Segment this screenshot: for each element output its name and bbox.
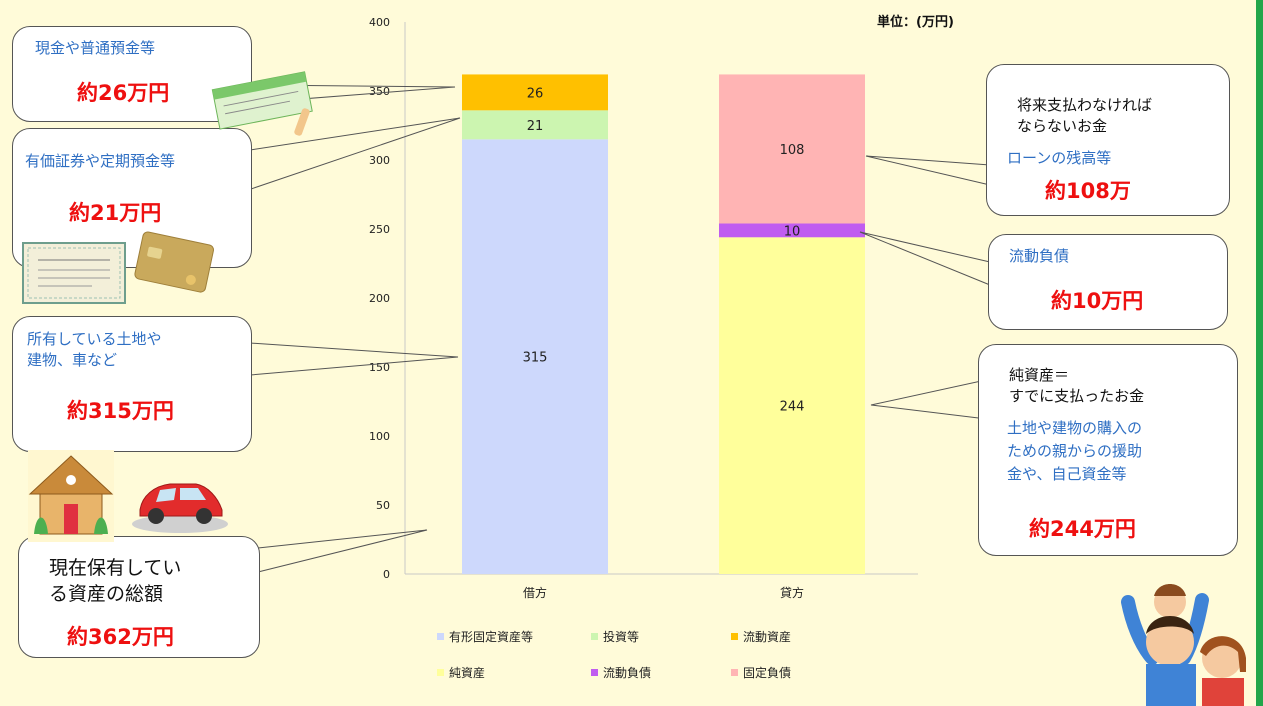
callout-amount: 約315万円 [67,399,174,423]
family-icon [1121,584,1246,706]
callout-amount: 約244万円 [1029,517,1136,541]
house-icon [28,450,114,542]
callout-amount: 約108万 [1045,179,1131,203]
bar-data-label: 315 [523,351,548,366]
callout-text: 土地や建物の購入の [1007,419,1143,437]
x-axis-categories: 借方 貸方 [523,585,804,600]
callout-loan: 将来支払わなければ ならないお金 ローンの残高等 約108万 [986,64,1230,216]
legend-label: 投資等 [603,630,640,644]
callout-total: 現在保有してい る資産の総額 約362万円 [18,536,260,658]
callout-pointers [247,84,996,573]
y-tick-label: 0 [383,568,390,581]
legend-swatch [591,669,598,676]
legend-item: 純資産 [437,664,485,681]
callout-text: 金や、自己資金等 [1007,465,1127,483]
legend-item: 流動負債 [591,664,651,681]
legend-label: 純資産 [449,666,486,680]
x-category-label: 借方 [523,585,547,600]
legend-swatch [437,633,444,640]
callout-amount: 約26万円 [77,81,170,105]
bar-segment [719,74,865,224]
pointer-current-liab [859,231,991,286]
callout-text: 流動負債 [1009,247,1070,265]
pointer-loan [865,155,991,186]
callout-text: 有価証券や定期預金等 [25,152,176,170]
legend-label: 固定負債 [743,666,792,680]
car-icon [132,483,228,533]
legend-label: 有形固定資産等 [449,630,534,644]
callout-amount: 約362万円 [67,625,174,649]
callout-text: る資産の総額 [49,583,164,605]
y-tick-label: 250 [369,223,390,236]
y-tick-label: 300 [369,154,390,167]
callout-amount: 約10万円 [1051,289,1144,313]
x-category-label: 貸方 [780,585,804,600]
bar-data-label: 26 [527,86,544,101]
pointer-land [249,342,459,376]
y-tick-label: 200 [369,292,390,305]
callout-text: ための親からの援助 [1007,442,1143,460]
legend-item: 有形固定資産等 [437,628,533,645]
callout-text: 所有している土地や [27,330,162,348]
legend-item: 固定負債 [731,664,791,681]
legend-label: 流動資産 [743,630,792,644]
bar-segment [719,223,865,238]
callout-text: 純資産＝ [1009,366,1070,384]
callout-text: すでに支払ったお金 [1009,387,1145,405]
legend-swatch [731,633,738,640]
callout-text: 現在保有してい [49,557,182,579]
y-tick-label: 400 [369,16,390,29]
bankbook-icon [211,71,313,136]
stock-certificate-icon [22,242,126,304]
bar-segments [462,74,865,575]
callout-text: ならないお金 [1017,117,1108,135]
callout-amount: 約21万円 [69,201,162,225]
legend-item: 流動資産 [731,628,791,645]
bar-data-label: 244 [780,400,805,415]
bar-segment [462,139,608,575]
bar-data-label: 108 [780,143,805,158]
pointer-cash [249,84,456,104]
credit-card-icon [134,231,214,293]
bar-segment [462,110,608,140]
callout-net-assets: 純資産＝ すでに支払ったお金 土地や建物の購入の ための親からの援助 金や、自己… [978,344,1238,556]
callout-land: 所有している土地や 建物、車など 約315万円 [12,316,252,452]
pointer-total [257,529,428,573]
callout-text: ローンの残高等 [1007,149,1112,167]
callout-text: 将来支払わなければ [1017,96,1153,114]
pointer-securities [247,117,461,191]
y-tick-label: 100 [369,430,390,443]
legend-swatch [591,633,598,640]
bar-segment [719,237,865,574]
bar-data-label: 21 [527,119,544,134]
bar-data-labels: 315 21 26 244 10 108 [523,86,805,414]
legend-label: 流動負債 [603,666,652,680]
legend-swatch [731,669,738,676]
y-tick-label: 50 [376,499,390,512]
callout-current-liabilities: 流動負債 約10万円 [988,234,1228,330]
callout-text: 建物、車など [27,351,118,369]
callout-cash: 現金や普通預金等 約26万円 [12,26,252,122]
bar-segment [462,74,608,111]
legend-item: 投資等 [591,628,639,645]
unit-label: 単位：(万円) [877,15,954,30]
page-border [1256,0,1263,706]
legend-swatch [437,669,444,676]
bar-data-label: 10 [784,224,801,239]
y-tick-label: 350 [369,85,390,98]
callout-text: 現金や普通預金等 [35,39,156,57]
pointer-net-assets [870,377,996,421]
